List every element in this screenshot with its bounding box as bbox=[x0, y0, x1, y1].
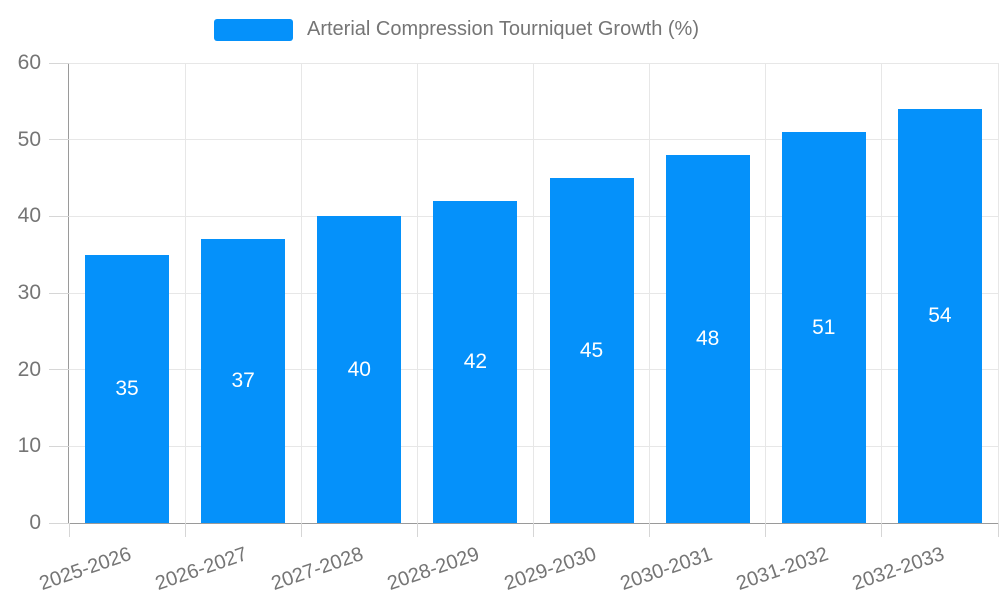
y-axis-tick bbox=[49, 62, 69, 64]
y-axis-tick bbox=[49, 215, 69, 217]
vertical-gridline bbox=[881, 63, 883, 523]
x-axis-tick bbox=[416, 523, 418, 537]
plot-area: 0 10 20 30 40 50 60 35 37 40 42 45 48 51 54 2025-2026 20… bbox=[18, 51, 999, 595]
bar[interactable]: 40 bbox=[317, 216, 402, 523]
x-axis-tick bbox=[765, 523, 767, 537]
bar-value-label: 42 bbox=[463, 350, 488, 373]
bar-value-label: 45 bbox=[579, 338, 604, 362]
x-axis-tick bbox=[68, 523, 70, 537]
y-axis-tick bbox=[49, 292, 69, 294]
bar[interactable]: 37 bbox=[201, 239, 286, 523]
y-axis-label: 60 bbox=[17, 51, 41, 74]
y-axis-tick bbox=[49, 522, 69, 524]
x-axis-tick bbox=[881, 523, 883, 537]
legend-label[interactable]: Arterial Compression Tourniquet Growth (… bbox=[307, 18, 700, 40]
vertical-gridline bbox=[416, 63, 418, 523]
bar[interactable]: 42 bbox=[433, 201, 518, 523]
x-axis-tick bbox=[300, 523, 302, 537]
bar-value-label: 54 bbox=[928, 304, 952, 327]
bar[interactable]: 51 bbox=[781, 132, 866, 523]
y-axis-tick bbox=[49, 445, 69, 447]
legend[interactable]: Arterial Compression Tourniquet Growth (… bbox=[214, 18, 699, 41]
vertical-gridline bbox=[533, 63, 534, 523]
bar-value-label: 40 bbox=[347, 357, 371, 381]
y-axis-tick bbox=[49, 139, 69, 141]
bar-value-label: 48 bbox=[696, 327, 720, 350]
vertical-gridline bbox=[997, 63, 999, 523]
bar[interactable]: 54 bbox=[897, 109, 982, 523]
vertical-gridline bbox=[765, 63, 767, 523]
x-axis-tick bbox=[649, 523, 651, 537]
y-axis-label: 20 bbox=[17, 357, 41, 381]
x-axis-tick bbox=[533, 523, 534, 537]
y-axis-tick bbox=[49, 369, 69, 371]
vertical-gridline bbox=[649, 63, 651, 523]
vertical-gridline bbox=[184, 63, 186, 523]
y-axis-label: 10 bbox=[17, 434, 41, 458]
vertical-gridline bbox=[300, 63, 302, 523]
bar[interactable]: 45 bbox=[549, 178, 634, 523]
x-axis-tick bbox=[184, 523, 186, 537]
y-axis-label: 40 bbox=[17, 204, 41, 228]
y-axis-label: 50 bbox=[17, 127, 41, 151]
bar-value-label: 51 bbox=[812, 315, 836, 339]
x-axis-tick bbox=[997, 523, 999, 537]
bar-value-label: 37 bbox=[231, 369, 255, 393]
bar[interactable]: 35 bbox=[85, 254, 170, 523]
bar-value-label: 35 bbox=[115, 376, 139, 400]
bar[interactable]: 48 bbox=[665, 155, 750, 523]
y-axis-label: 30 bbox=[17, 281, 41, 304]
legend-swatch[interactable] bbox=[214, 18, 293, 41]
y-axis-label: 0 bbox=[29, 511, 41, 534]
